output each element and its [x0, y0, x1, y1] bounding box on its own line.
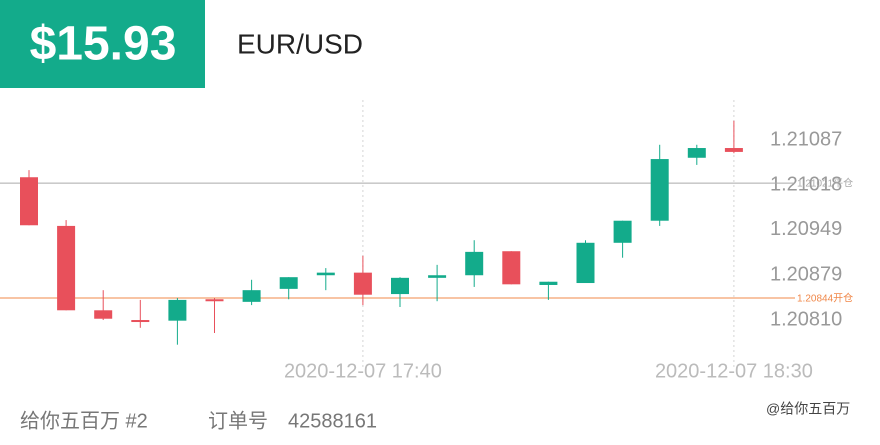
pair: EUR/USD: [237, 28, 363, 59]
chart: 2020-12-07 17:40 2020-12-07 18:30 1.21087 1…: [0, 100, 853, 382]
candle-body: [428, 275, 447, 278]
account: 给你五百万 #2: [20, 409, 148, 432]
candle-body: [465, 251, 484, 276]
candle-body: [20, 177, 38, 226]
x-tick-label: 2020-12-07 17:40: [284, 360, 442, 382]
x-tick-label: 2020-12-07 18:30: [655, 360, 813, 382]
y-tick-label: 1.21018: [770, 173, 842, 195]
price-line-label: 1.20844开仓: [797, 292, 853, 305]
candle-body: [94, 310, 113, 319]
candle-body: [576, 242, 595, 284]
y-tick-label: 1.20879: [770, 264, 842, 286]
candle-body: [391, 277, 409, 295]
candle-body: [242, 290, 261, 302]
order-number: 42588161: [288, 410, 377, 432]
candle-body: [279, 277, 298, 289]
candle-body: [205, 299, 224, 302]
candle-body: [539, 281, 558, 285]
candle-body: [724, 148, 743, 152]
price-badge: [0, 0, 205, 88]
candle-body: [613, 220, 632, 243]
candle-body: [687, 148, 706, 158]
y-tick-label: 1.21087: [770, 129, 842, 151]
y-tick-label: 1.20810: [770, 308, 842, 330]
candle-body: [316, 272, 335, 276]
candle-body: [57, 225, 76, 311]
candle-body: [650, 159, 669, 221]
candle-body: [168, 299, 187, 321]
price: $15.93: [30, 18, 177, 71]
price-line-label: 1.21021平仓: [797, 177, 853, 190]
candle-body: [131, 320, 150, 323]
order-label: 订单号: [208, 409, 268, 432]
candle-body: [353, 272, 372, 295]
y-tick-label: 1.20949: [770, 218, 842, 240]
candle-body: [502, 251, 521, 285]
watermark: @给你五百万: [766, 401, 850, 417]
